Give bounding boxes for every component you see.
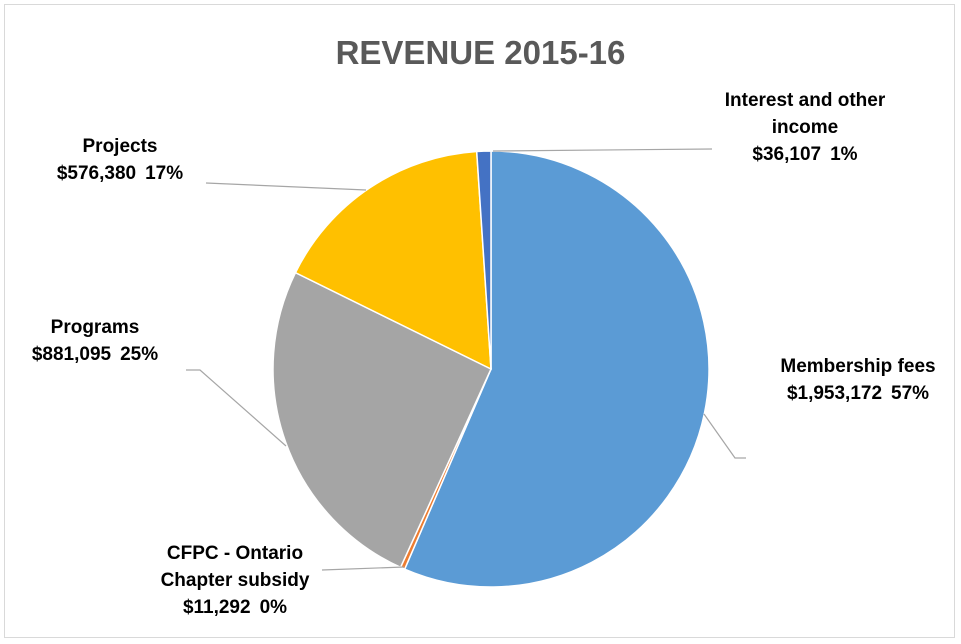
- leader-line: [492, 148, 713, 152]
- category-label: Projects: [82, 136, 158, 157]
- pie-slice: [272, 271, 492, 569]
- data-label: Interest and other income $36,107 1%: [705, 87, 905, 168]
- data-label: Programs $881,095 25%: [0, 314, 190, 368]
- leader-line: [186, 369, 287, 447]
- value-label: $881,095: [31, 344, 112, 365]
- category-label: Interest and other income: [724, 90, 886, 138]
- chart-frame: [4, 4, 955, 638]
- percent-label: 25%: [120, 344, 159, 365]
- value-row: $1,953,172 57%: [748, 380, 961, 407]
- pie-slice: [294, 150, 492, 371]
- pie-slice: [475, 150, 492, 370]
- value-row: $36,107 1%: [705, 141, 905, 168]
- percent-label: 17%: [145, 163, 184, 184]
- value-label: $11,292: [182, 597, 251, 618]
- value-row: $576,380 17%: [30, 160, 210, 187]
- percent-label: 57%: [891, 383, 930, 404]
- value-row: $11,292 0%: [140, 594, 330, 621]
- value-row: $881,095 25%: [0, 341, 190, 368]
- category-label: Membership fees: [780, 356, 936, 377]
- category-label: Programs: [50, 317, 140, 338]
- value-label: $576,380: [56, 163, 137, 184]
- pie-slice: [403, 150, 710, 588]
- percent-label: 1%: [830, 144, 858, 165]
- value-label: $1,953,172: [786, 383, 883, 404]
- value-label: $36,107: [752, 144, 822, 165]
- data-label: Projects $576,380 17%: [30, 133, 210, 187]
- percent-label: 0%: [259, 597, 288, 618]
- chart-title: REVENUE 2015-16: [335, 34, 626, 71]
- leader-line: [205, 182, 367, 191]
- category-label: CFPC - Ontario Chapter subsidy: [160, 543, 310, 591]
- data-label: Membership fees $1,953,172 57%: [748, 353, 961, 407]
- leader-line: [321, 566, 405, 571]
- leader-line: [703, 413, 746, 459]
- data-label: CFPC - Ontario Chapter subsidy $11,292 0%: [140, 540, 330, 621]
